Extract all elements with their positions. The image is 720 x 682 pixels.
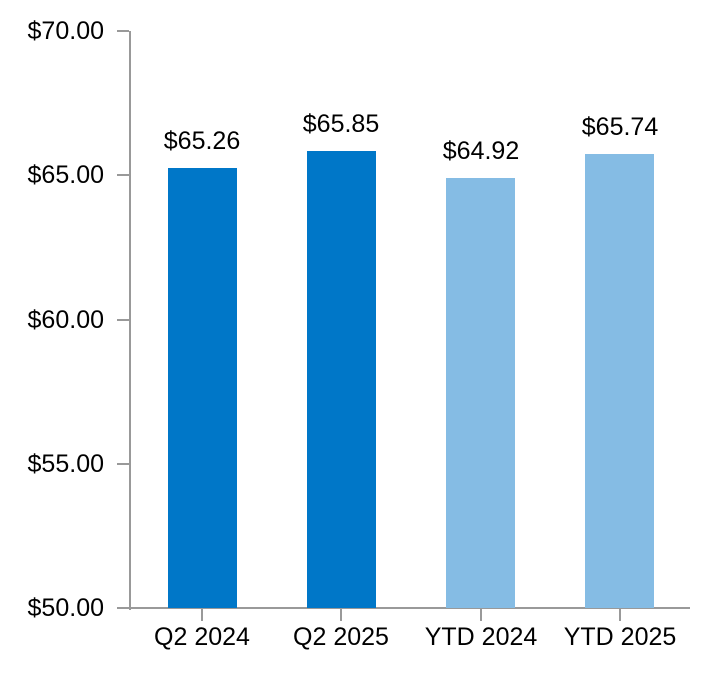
x-axis-tick: [340, 609, 342, 621]
x-axis-tick-label: Q2 2025: [293, 623, 389, 651]
x-axis-tick-label: Q2 2024: [154, 623, 250, 651]
bar-q2-2025: [307, 151, 376, 608]
bar-value-label: $65.85: [302, 110, 380, 138]
bar-value-label: $65.26: [163, 127, 241, 155]
y-axis-tick: [117, 463, 129, 465]
y-axis-tick-label: $55.00: [27, 450, 104, 478]
bar-q2-2024: [168, 168, 237, 608]
y-axis-tick-label: $60.00: [27, 306, 104, 334]
x-axis-tick: [619, 609, 621, 621]
y-axis-line: [129, 31, 131, 610]
bar-ytd-2024: [446, 178, 515, 608]
bar-value-label: $64.92: [442, 137, 520, 165]
y-axis-tick-label: $70.00: [27, 17, 104, 45]
x-axis-tick-label: YTD 2024: [424, 623, 538, 651]
x-axis-line: [129, 607, 690, 609]
y-axis-tick: [117, 30, 129, 32]
x-axis-tick: [201, 609, 203, 621]
y-axis-tick: [117, 319, 129, 321]
x-axis-tick: [480, 609, 482, 621]
y-axis-tick: [117, 174, 129, 176]
bar-value-label: $65.74: [581, 113, 659, 141]
y-axis-tick: [117, 607, 129, 609]
y-axis-tick-label: $50.00: [27, 594, 104, 622]
bar-ytd-2025: [585, 154, 654, 608]
y-axis-tick-label: $65.00: [27, 161, 104, 189]
x-axis-tick-label: YTD 2025: [563, 623, 677, 651]
